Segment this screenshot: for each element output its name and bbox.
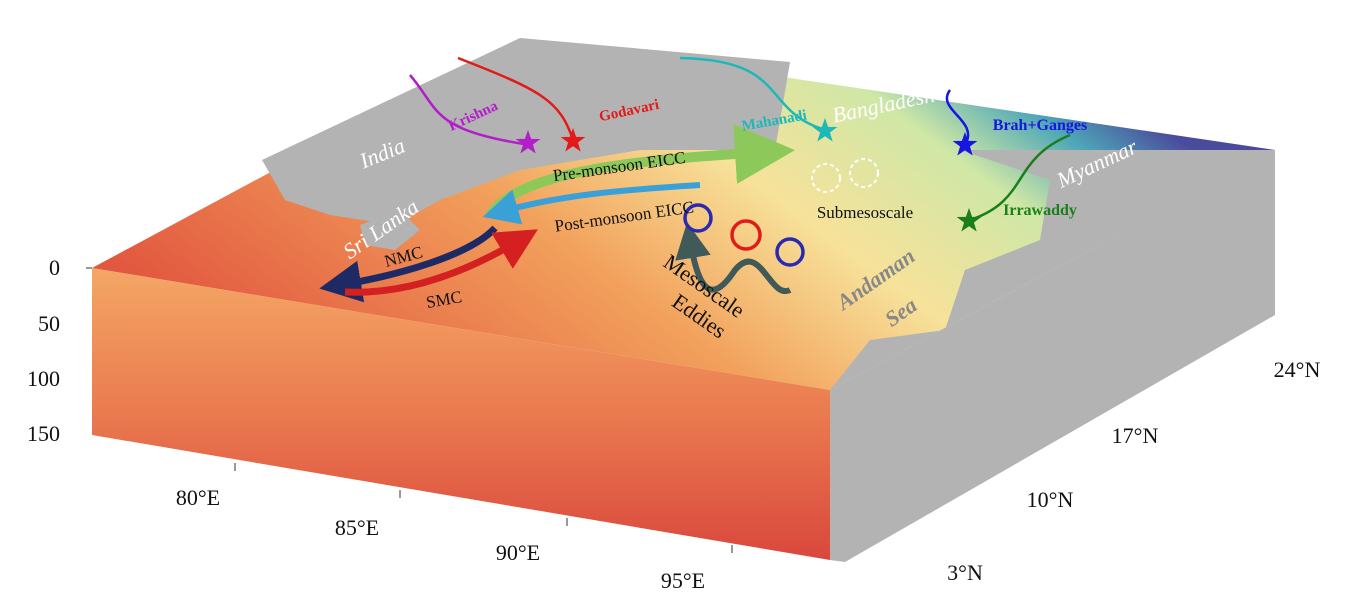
depth-tick-label: 150 (27, 421, 60, 446)
irrawaddy-label: Irrawaddy (1003, 202, 1077, 219)
latitude-tick-label: 3°N (947, 560, 983, 585)
longitude-tick-label: 90°E (496, 540, 540, 565)
longitude-tick-label: 85°E (335, 515, 379, 540)
depth-tick-label: 50 (38, 311, 60, 336)
latitude-tick-label: 17°N (1112, 423, 1159, 448)
depth-axis: 0 50 100 150 (27, 255, 92, 446)
depth-tick-label: 0 (49, 255, 60, 280)
brah-ganges-label: Brah+Ganges (993, 117, 1087, 134)
latitude-tick-label: 10°N (1027, 487, 1074, 512)
longitude-tick-label: 95°E (661, 568, 705, 593)
submesoscale-label: Submesoscale (817, 203, 913, 222)
longitude-tick-label: 80°E (176, 485, 220, 510)
block-diagram: 0 50 100 150 80°E 85°E 90°E 95°E 3°N 10°… (0, 0, 1345, 595)
latitude-tick-label: 24°N (1274, 357, 1321, 382)
depth-tick-label: 100 (27, 366, 60, 391)
